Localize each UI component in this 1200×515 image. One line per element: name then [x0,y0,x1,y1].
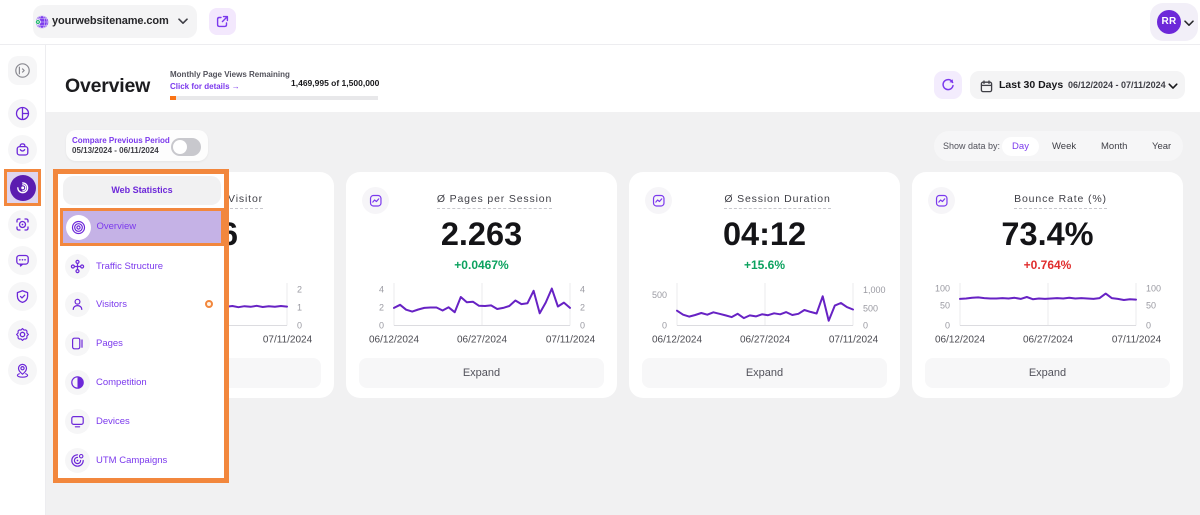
svg-text:06/27/2024: 06/27/2024 [457,335,507,346]
svg-text:2: 2 [297,284,302,294]
svg-text:0: 0 [662,321,667,331]
svg-text:06/12/2024: 06/12/2024 [652,335,702,346]
svg-text:4: 4 [379,284,384,294]
svg-text:0: 0 [863,321,868,331]
svg-text:100: 100 [1146,284,1161,294]
svg-text:06/12/2024: 06/12/2024 [935,335,985,346]
svg-text:50: 50 [1146,301,1156,311]
svg-text:2: 2 [580,303,585,313]
svg-text:07/11/2024: 07/11/2024 [829,335,879,346]
svg-text:07/11/2024: 07/11/2024 [1112,335,1162,346]
svg-text:07/11/2024: 07/11/2024 [546,335,596,346]
svg-text:0: 0 [1146,321,1151,331]
svg-text:06/12/2024: 06/12/2024 [369,335,419,346]
svg-text:0: 0 [379,321,384,331]
svg-text:1: 1 [297,303,302,313]
svg-text:500: 500 [863,304,878,314]
svg-text:06/27/2024: 06/27/2024 [740,335,790,346]
svg-text:06/27/2024: 06/27/2024 [1023,335,1073,346]
svg-text:2: 2 [379,303,384,313]
svg-text:0: 0 [297,321,302,331]
svg-text:0: 0 [945,321,950,331]
svg-text:500: 500 [652,290,667,300]
svg-text:0: 0 [580,321,585,331]
svg-text:100: 100 [935,284,950,294]
svg-text:07/11/2024: 07/11/2024 [263,335,313,346]
svg-text:1,000: 1,000 [863,285,886,295]
svg-text:50: 50 [940,301,950,311]
svg-text:4: 4 [580,284,585,294]
